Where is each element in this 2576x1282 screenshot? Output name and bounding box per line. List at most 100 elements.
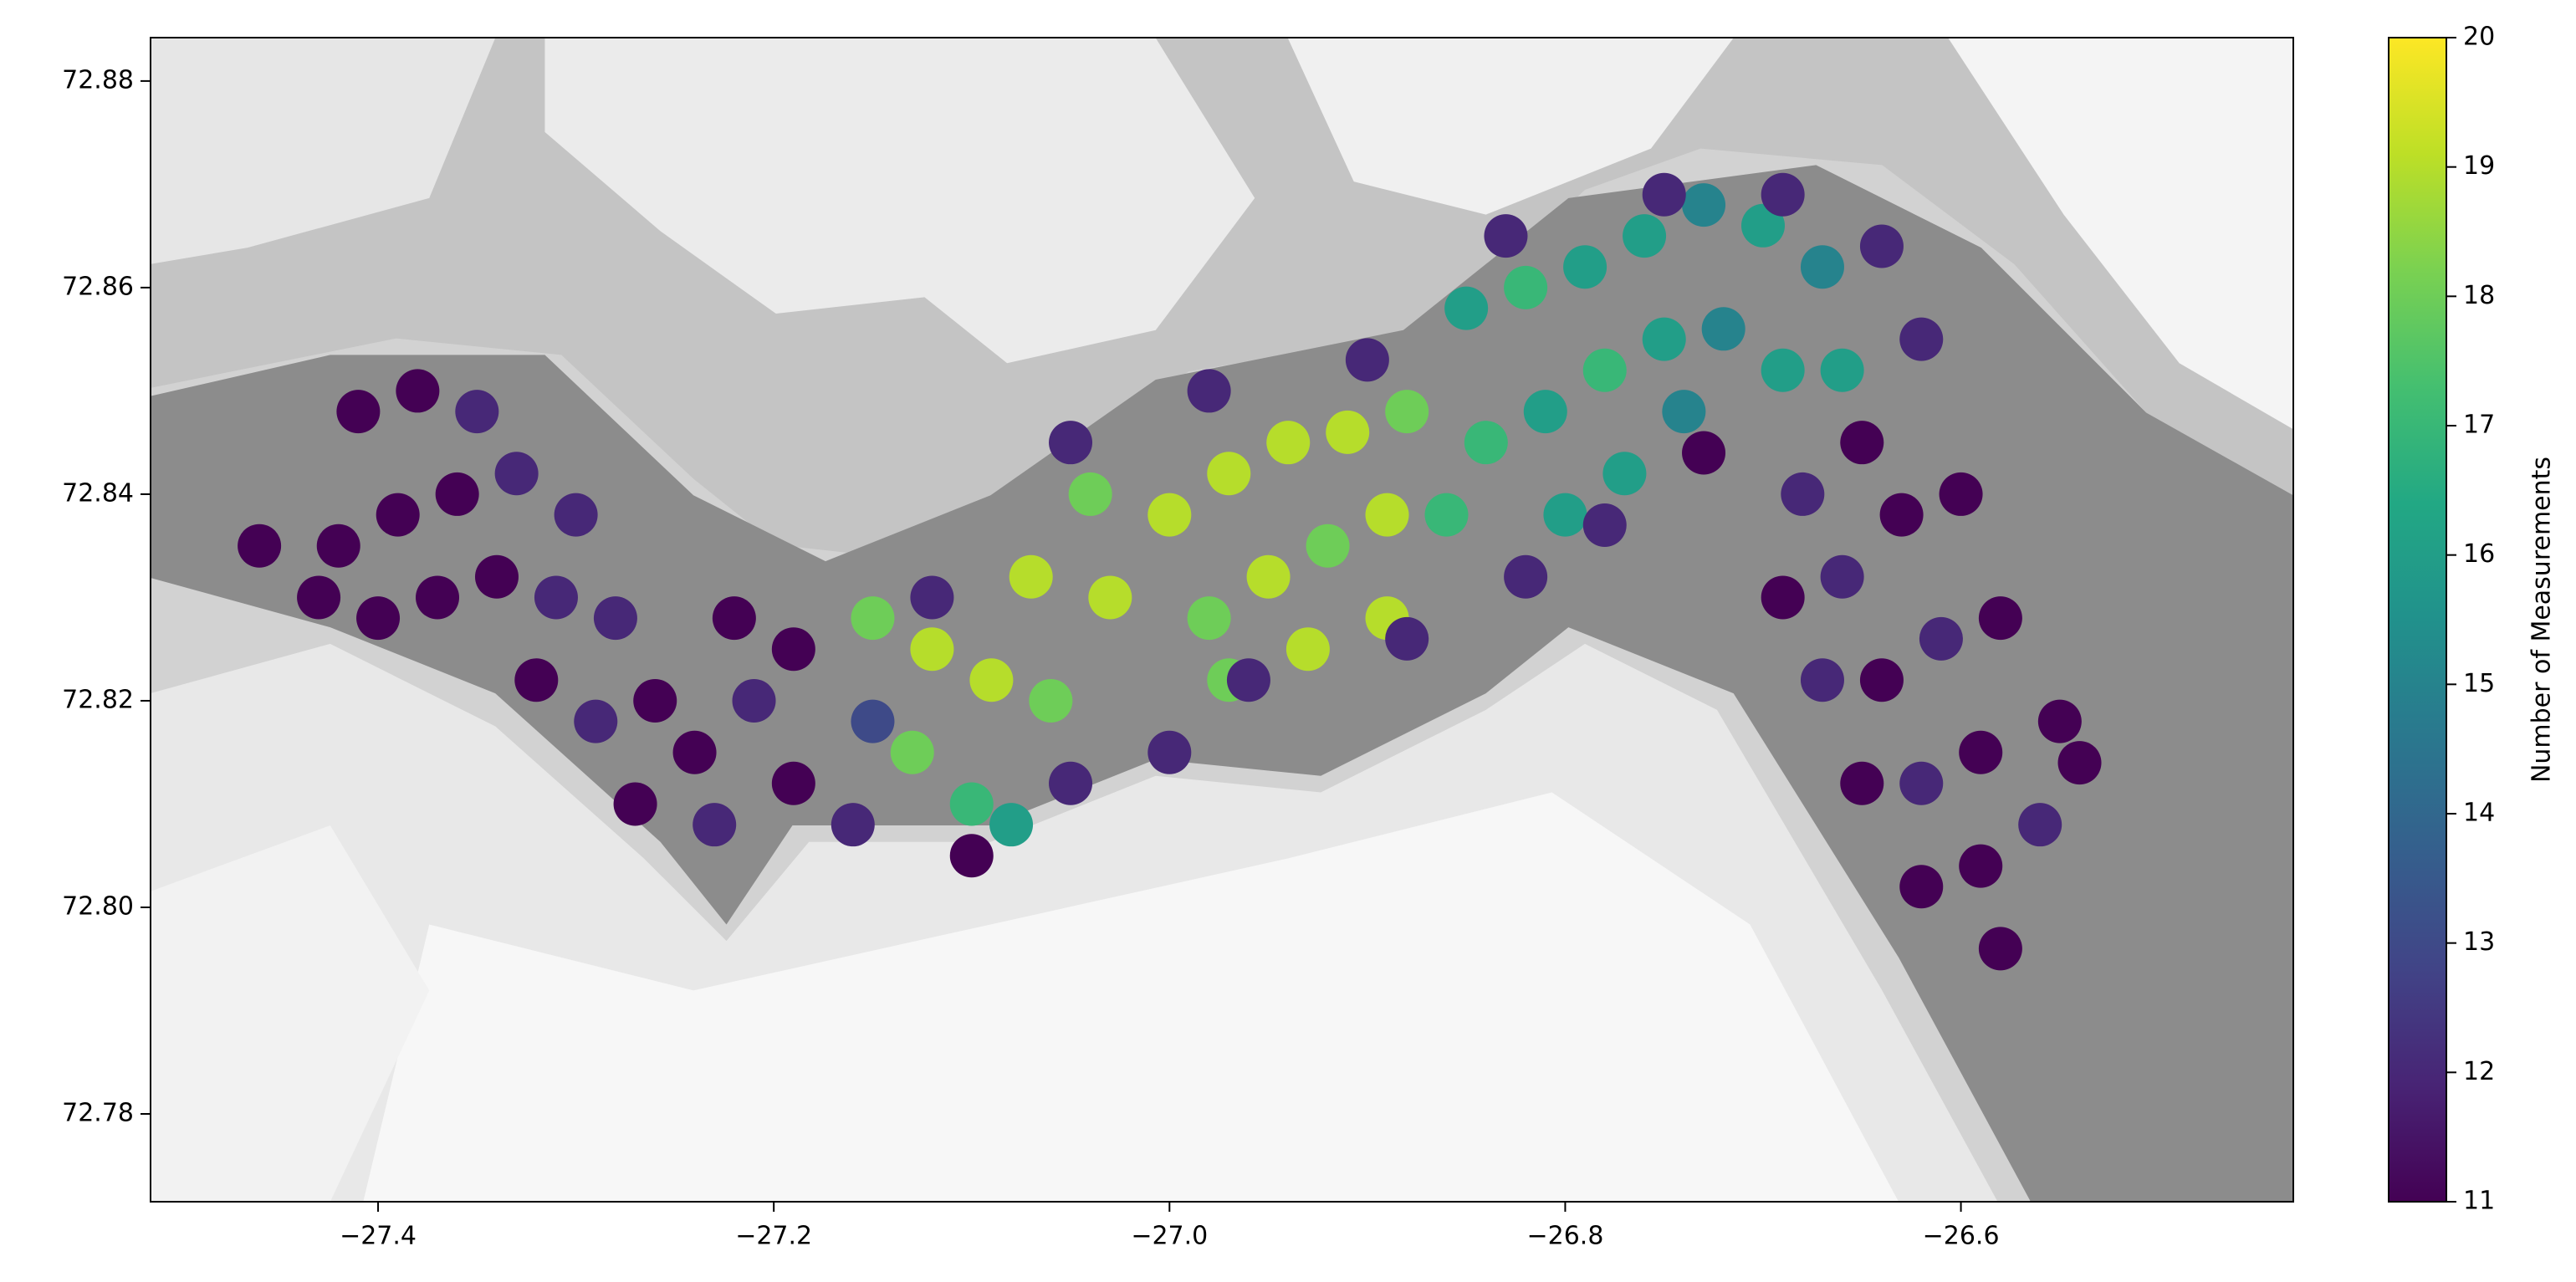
x-tick-label: −27.4 (340, 1222, 417, 1251)
scatter-point (1939, 472, 1983, 516)
scatter-point (1800, 245, 1844, 289)
colorbar-tick-label: 17 (2463, 411, 2495, 440)
scatter-point (1899, 761, 1944, 805)
scatter-point (1899, 865, 1944, 909)
terrain-background (151, 38, 2293, 1202)
scatter-point (297, 575, 341, 620)
y-tick-label: 72.80 (62, 891, 134, 921)
scatter-point (1009, 554, 1053, 599)
scatter-point (732, 678, 776, 723)
scatter-point (1859, 658, 1904, 702)
scatter-point (238, 524, 282, 568)
scatter-point (1761, 575, 1805, 620)
scatter-point (1543, 493, 1587, 537)
scatter-point (949, 782, 994, 826)
colorbar-tick-label: 18 (2463, 281, 2495, 310)
scatter-point (1899, 317, 1944, 361)
scatter-point (1682, 183, 1726, 227)
scatter-point (831, 803, 875, 847)
scatter-point (851, 699, 895, 743)
scatter-point (2037, 699, 2082, 743)
scatter-point (1563, 245, 1607, 289)
scatter-point (1187, 596, 1231, 641)
scatter-points (238, 172, 2102, 971)
scatter-point (1504, 554, 1548, 599)
scatter-point (376, 493, 420, 537)
colorbar-label: Number of Measurements (2527, 457, 2557, 783)
scatter-point (1959, 730, 2003, 774)
scatter-point (1385, 616, 1429, 661)
scatter-point (1820, 348, 1864, 392)
scatter-point (1444, 286, 1489, 330)
axes-frame (150, 37, 2294, 1203)
scatter-point (672, 730, 717, 774)
scatter-point (1919, 616, 1963, 661)
scatter-point (1642, 172, 1686, 217)
scatter-point (1147, 730, 1192, 774)
scatter-point (1187, 369, 1231, 413)
scatter-point (1623, 214, 1667, 258)
scatter-point (1088, 575, 1132, 620)
scatter-point (1840, 761, 1884, 805)
colorbar-tick-label: 12 (2463, 1057, 2495, 1086)
scatter-point (1879, 493, 1924, 537)
scatter-point (1859, 224, 1904, 268)
scatter-point (1602, 452, 1647, 496)
scatter-point (1306, 524, 1350, 568)
scatter-point (1424, 493, 1469, 537)
scatter-point (1820, 554, 1864, 599)
scatter-point (712, 596, 756, 641)
scatter-point (1582, 503, 1627, 547)
scatter-point (1978, 596, 2022, 641)
scatter-point (316, 524, 360, 568)
scatter-point (1741, 203, 1786, 248)
x-tick-label: −27.2 (735, 1222, 812, 1251)
scatter-point (771, 761, 815, 805)
x-tick-label: −26.8 (1526, 1222, 1603, 1251)
scatter-point (1147, 493, 1192, 537)
scatter-point (1326, 410, 1370, 454)
scatter-point (1682, 431, 1726, 475)
scatter-point (1266, 421, 1311, 465)
scatter-point (336, 390, 381, 434)
scatter-point (1385, 390, 1429, 434)
scatter-point (396, 369, 440, 413)
scatter-point (1642, 317, 1686, 361)
scatter-point (1978, 927, 2022, 971)
scatter-point (1068, 472, 1112, 516)
scatter-point (693, 803, 737, 847)
scatter-point (1582, 348, 1627, 392)
scatter-point (1800, 658, 1844, 702)
scatter-point (1523, 390, 1567, 434)
scatter-point (574, 699, 618, 743)
scatter-point (949, 834, 994, 878)
scatter-point (1285, 627, 1330, 672)
scatter-point (1207, 452, 1251, 496)
scatter-point (2057, 741, 2102, 785)
scatter-point (1049, 761, 1093, 805)
colorbar-tick-label: 11 (2463, 1187, 2495, 1216)
scatter-point (633, 678, 677, 723)
scatter-point (969, 658, 1014, 702)
scatter-point (514, 658, 559, 702)
scatter-point (771, 627, 815, 672)
scatter-point (356, 596, 401, 641)
scatter-point (416, 575, 460, 620)
scatter-point (1662, 390, 1706, 434)
scatter-point (910, 627, 954, 672)
y-tick-label: 72.86 (62, 272, 134, 301)
colorbar-tick-label: 19 (2463, 151, 2495, 181)
scatter-point (1840, 421, 1884, 465)
colorbar-tick-label: 15 (2463, 669, 2495, 698)
scatter-point (1701, 307, 1745, 351)
scatter-point (593, 596, 637, 641)
colorbar-tick-label: 20 (2463, 23, 2495, 52)
scatter-point (989, 803, 1034, 847)
scatter-point (1464, 421, 1508, 465)
scatter-point (1781, 472, 1825, 516)
y-tick-label: 72.84 (62, 478, 134, 508)
scatter-point (910, 575, 954, 620)
scatter-point (613, 782, 657, 826)
